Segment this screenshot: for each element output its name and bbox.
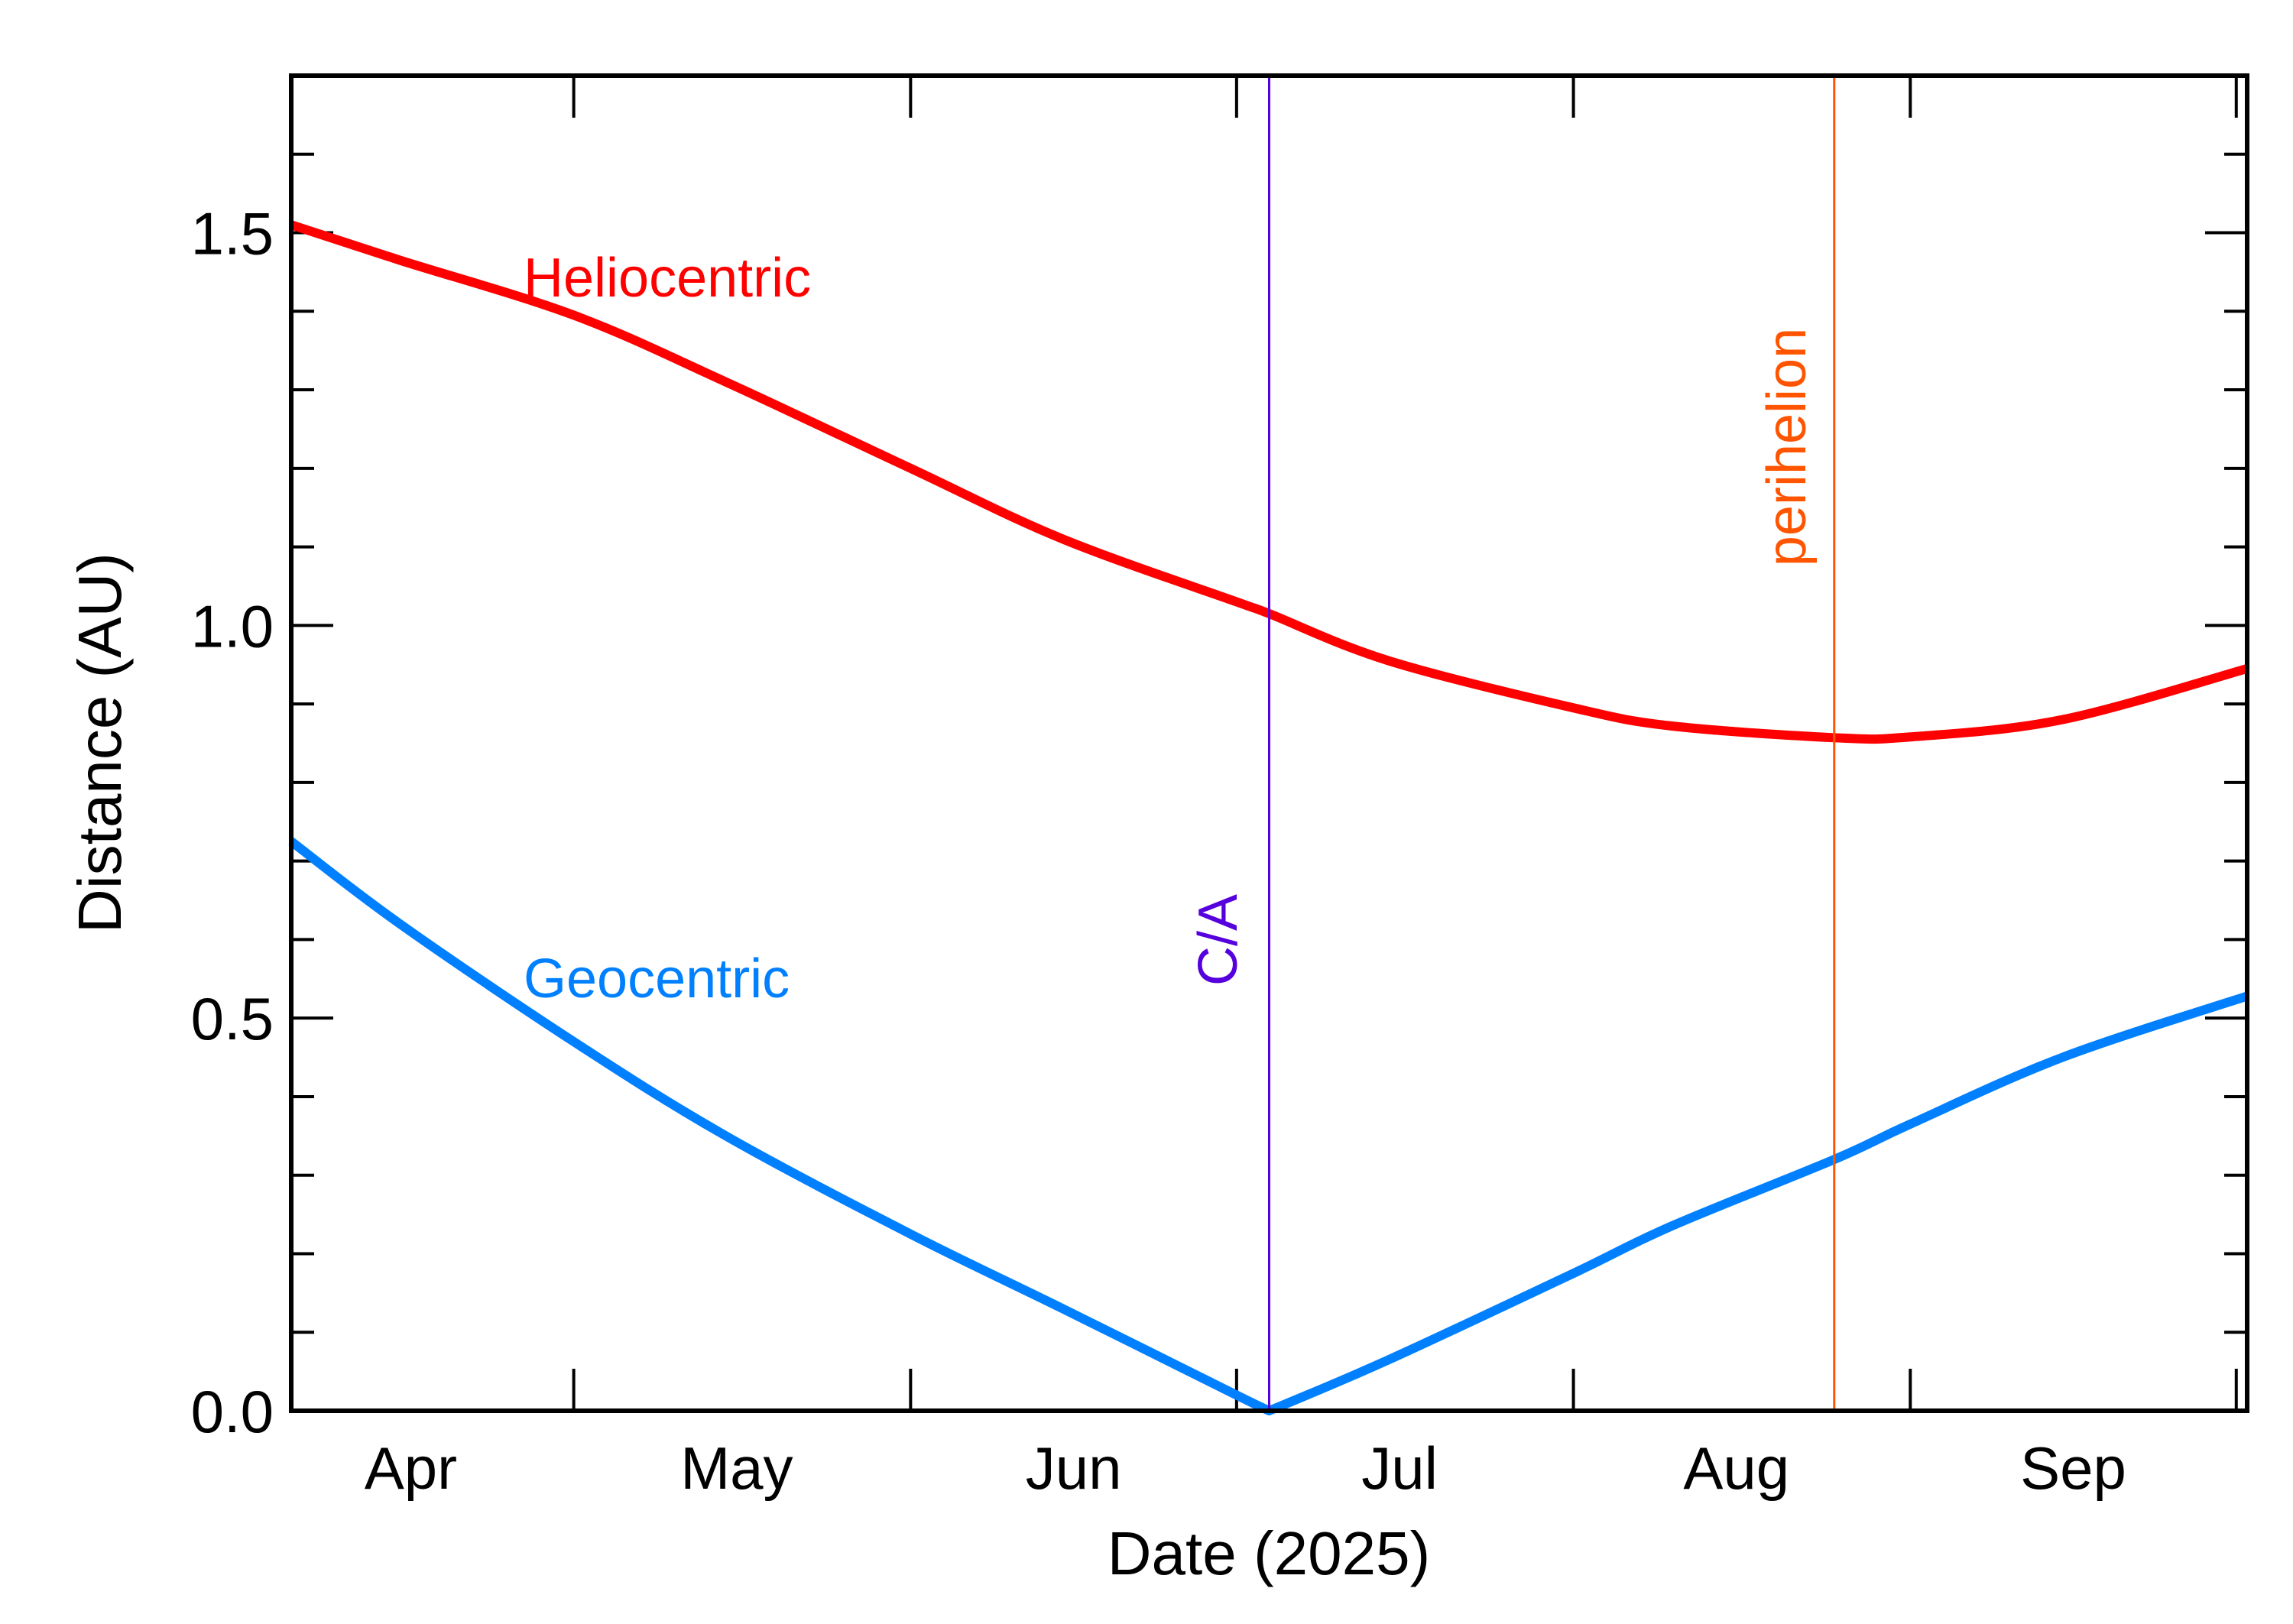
x-tick-label: May (680, 1434, 793, 1502)
series-label-heliocentric: Heliocentric (524, 248, 811, 309)
tick-labels: Apr May Jun Jul Aug Sep 0.0 0.5 1.0 1.5 (191, 200, 2126, 1502)
x-tick-label: Aug (1683, 1434, 1789, 1502)
y-tick-label: 1.0 (191, 592, 274, 660)
annotation-label-ca: C/A (1188, 894, 1249, 986)
axis-ticks (291, 76, 2247, 1411)
series-label-geocentric: Geocentric (524, 948, 790, 1010)
x-tick-label: Jun (1026, 1434, 1122, 1502)
x-tick-label: Sep (2020, 1434, 2126, 1502)
y-tick-label: 0.0 (191, 1378, 274, 1445)
x-tick-label: Jul (1361, 1434, 1438, 1502)
annotation-lines (1268, 76, 1836, 1411)
y-tick-label: 0.5 (191, 985, 274, 1052)
annotation-label-perihelion: perihelion (1756, 328, 1818, 566)
y-axis-label: Distance (AU) (66, 553, 134, 933)
y-tick-label: 1.5 (191, 200, 274, 267)
plot-frame (289, 73, 2249, 1413)
x-tick-label: Apr (365, 1434, 457, 1502)
series-line-heliocentric (290, 220, 2249, 744)
x-axis-label: Date (2025) (1108, 1519, 1430, 1587)
